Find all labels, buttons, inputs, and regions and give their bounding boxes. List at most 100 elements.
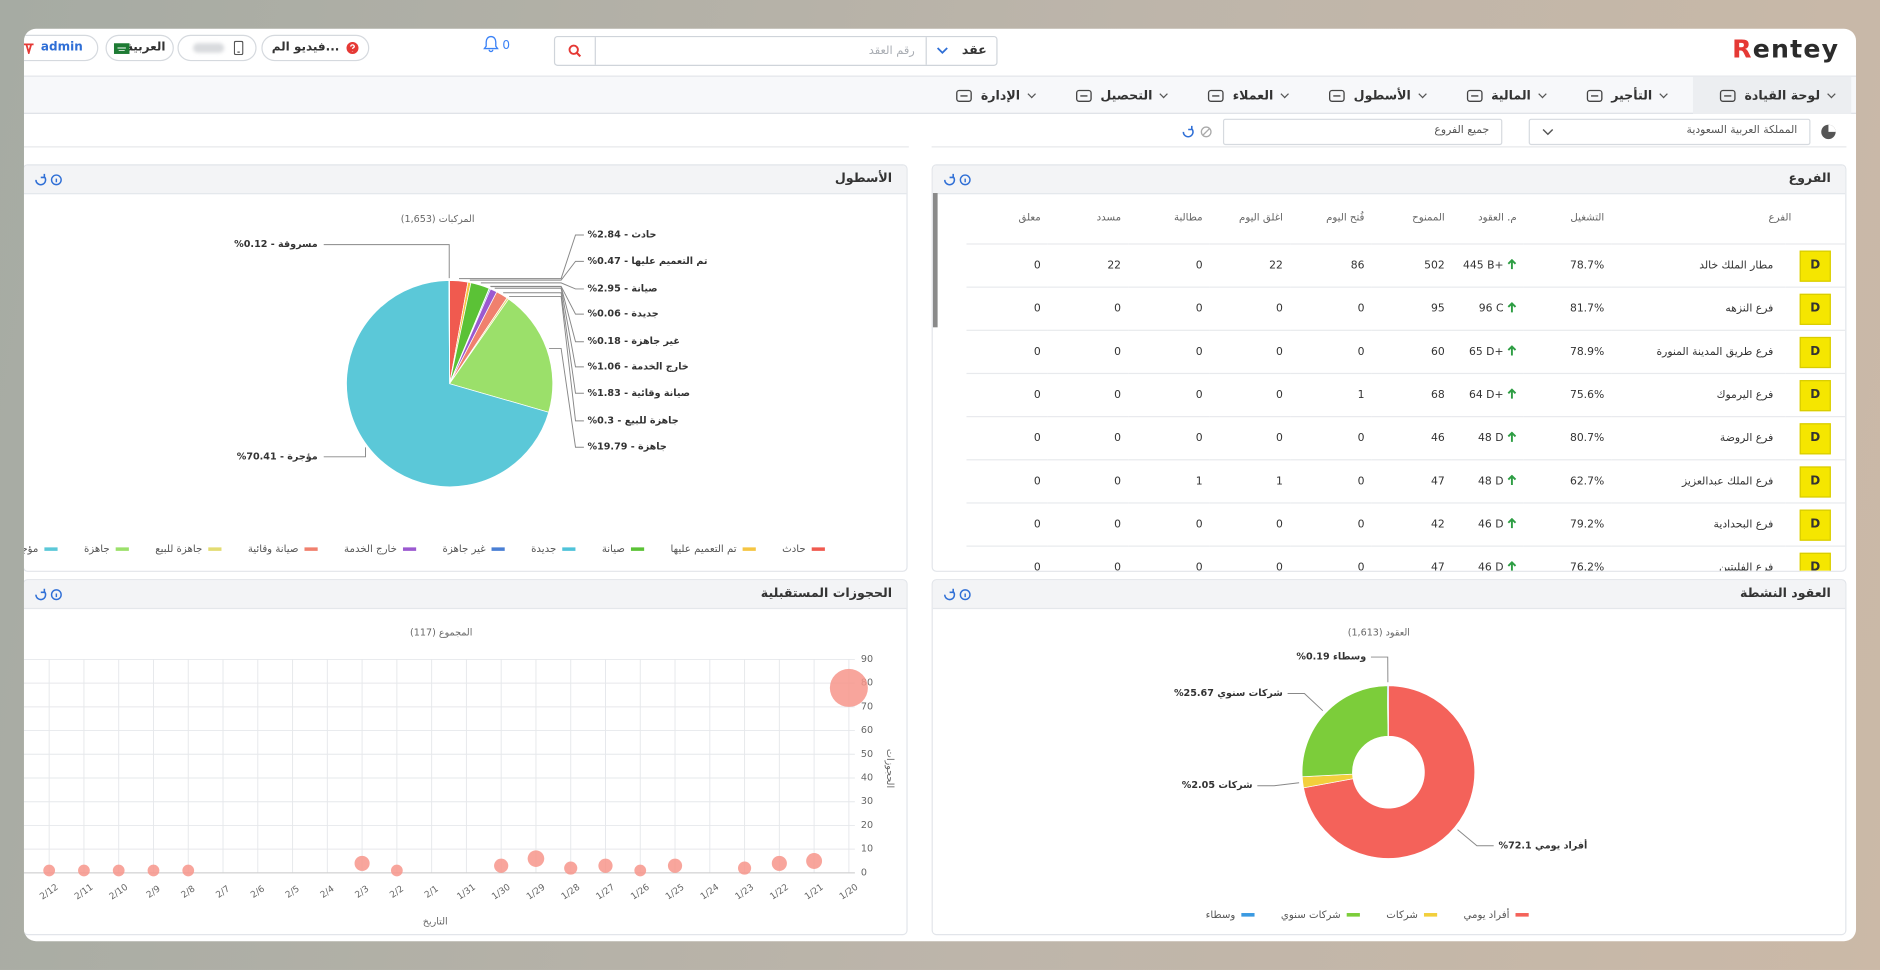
- table-cell: 0: [1047, 545, 1129, 571]
- table-row[interactable]: D فرع الفليتين 76.2% 46 D 47 0 0 0 0 0: [966, 545, 1846, 571]
- cell-text: 0: [1195, 302, 1203, 315]
- table-cell: 0: [1290, 329, 1372, 374]
- leader-line: [490, 286, 584, 343]
- table-cell: 0: [1047, 372, 1129, 417]
- y-tick-label: 90: [861, 654, 873, 665]
- table-cell: فرع البحدادية: [1611, 502, 1786, 547]
- search-button[interactable]: [555, 37, 596, 65]
- nav-icon-shape: [956, 89, 972, 102]
- cell-text: 0: [1195, 561, 1203, 571]
- legend-label: صيانة: [602, 544, 625, 555]
- branch-value: جميع الفروع: [1434, 124, 1490, 137]
- nav-item[interactable]: الأسطول: [1314, 77, 1439, 114]
- refresh-icon: [944, 173, 956, 186]
- search-placeholder[interactable]: رقم العقد: [868, 44, 915, 58]
- flag-icon: [113, 43, 130, 54]
- legend-label: خارج الخدمة: [344, 544, 397, 555]
- data-label: حادث - 2.84%: [588, 230, 657, 241]
- card-actions[interactable]: [942, 173, 973, 187]
- bubble: [78, 864, 90, 877]
- nav-icon-shape: [1208, 89, 1224, 102]
- user-button[interactable]: admin: [23, 34, 99, 62]
- y-tick-label: 10: [861, 844, 873, 855]
- cell-text: 0: [1195, 345, 1203, 358]
- data-label: تم التعميم عليها - 0.47%: [588, 256, 708, 267]
- table-cell: D: [1785, 243, 1846, 288]
- scrollbar[interactable]: [932, 193, 938, 328]
- cell-text: 22: [1107, 259, 1122, 272]
- data-label: مؤجرة - 70.41%: [237, 451, 318, 462]
- nav-item[interactable]: لوحة القيادة: [1692, 76, 1852, 114]
- cell-text: 0: [1276, 389, 1283, 402]
- x-tick-label: 2/2: [388, 884, 406, 900]
- grade-badge: D: [1799, 379, 1831, 411]
- cell-text: 1: [1276, 475, 1283, 488]
- nav-label: لوحة القيادة: [1744, 88, 1821, 103]
- table-cell: 0: [1047, 459, 1129, 503]
- table-cell: 0: [1290, 502, 1372, 547]
- legend-label: جديدة: [531, 544, 556, 555]
- table-row[interactable]: D مطار الملك خالد 78.7% 445 B+ 502 86 22 0 22 0: [966, 243, 1846, 288]
- cell-text: 0: [1357, 475, 1365, 488]
- nav-icon: [1466, 89, 1483, 102]
- nav-item[interactable]: التأجير: [1572, 77, 1681, 114]
- nav-chevron: [1538, 89, 1547, 98]
- legend-label: غير جاهزة: [443, 544, 487, 555]
- nav-chevron: [1827, 89, 1836, 98]
- cell-text: 0: [1114, 475, 1122, 488]
- trend-arrow: [1507, 388, 1517, 399]
- contracts-cell: 46 D: [1478, 562, 1504, 571]
- table-row[interactable]: D فرع طريق المدينة المنورة 78.9% 65 D+ 60 0 0 0…: [966, 329, 1846, 374]
- table-cell: فرع النزهه: [1611, 286, 1786, 331]
- table-row[interactable]: D فرع الروضة 80.7% 48 D 46 0 0 0 0 0: [966, 416, 1846, 460]
- bubble: [667, 858, 683, 873]
- nav-item[interactable]: العملاء: [1193, 77, 1302, 114]
- table-cell: 0: [966, 329, 1048, 374]
- table-row[interactable]: D فرع البحدادية 79.2% 46 D 42 0 0 0 0 0: [966, 502, 1846, 547]
- cell-text: 81.7%: [1569, 302, 1605, 315]
- language-button[interactable]: العربية: [105, 34, 174, 62]
- table-cell: 42: [1371, 502, 1452, 547]
- card-actions[interactable]: [34, 173, 65, 187]
- card-actions[interactable]: [34, 588, 65, 602]
- card-actions[interactable]: [942, 588, 973, 602]
- bubble: [354, 855, 370, 871]
- table-cell: 445 B+: [1451, 243, 1524, 288]
- contracts-cell: 445 B+: [1463, 260, 1504, 273]
- nav-item[interactable]: التحصيل: [1061, 77, 1181, 114]
- nav-item[interactable]: المالية: [1452, 77, 1560, 114]
- nav-item[interactable]: الإدارة: [941, 77, 1048, 114]
- country-select[interactable]: المملكة العربية السعودية: [1528, 118, 1811, 146]
- table-cell: فرع طريق المدينة المنورة: [1611, 329, 1786, 374]
- cell-text: 0: [1195, 518, 1203, 531]
- contracts-cell: 64 D+: [1468, 389, 1504, 402]
- search-type-select[interactable]: عقد: [925, 37, 997, 65]
- column-header: معلق: [1018, 212, 1041, 225]
- nav-icon-shape: [1075, 89, 1092, 102]
- trend-arrow: [1507, 474, 1517, 485]
- x-tick-label: 1/24: [699, 882, 721, 902]
- table-row[interactable]: D فرع النزهه 81.7% 96 C 95 0 0 0 0 0: [966, 286, 1846, 331]
- table-row[interactable]: D فرع اليرموك 75.6% 64 D+ 68 1 0 0 0 0: [966, 372, 1846, 417]
- bell-icon[interactable]: [483, 35, 499, 53]
- leader-line: [323, 447, 367, 458]
- leader-line: [494, 287, 584, 368]
- contracts-cell: 46 D: [1478, 519, 1504, 532]
- table-cell: 79.2%: [1523, 502, 1612, 547]
- contracts-card: العقود النشطة العقود (1,613) أفراد يومي 7…: [931, 579, 1847, 936]
- table-cell: D: [1785, 545, 1846, 571]
- logo[interactable]: Rentey: [1732, 34, 1840, 64]
- cell-text: 0: [1033, 561, 1041, 571]
- branch-switcher[interactable]: [177, 34, 257, 62]
- video-button[interactable]: فيديو الم...: [261, 34, 370, 62]
- filter-actions[interactable]: [1180, 125, 1214, 139]
- table-cell: فرع الروضة: [1611, 416, 1786, 460]
- table-row[interactable]: D فرع الملك عبدالعزيز 62.7% 48 D 47 0 1 1 0 0: [966, 459, 1846, 503]
- branch-select[interactable]: جميع الفروع: [1222, 118, 1503, 146]
- cell-text: 1: [1195, 475, 1203, 488]
- trend-arrow: [1507, 431, 1517, 442]
- cell-text: 75.6%: [1569, 389, 1605, 402]
- cell-text: 0: [1276, 518, 1283, 531]
- grade-badge: D: [1799, 552, 1831, 571]
